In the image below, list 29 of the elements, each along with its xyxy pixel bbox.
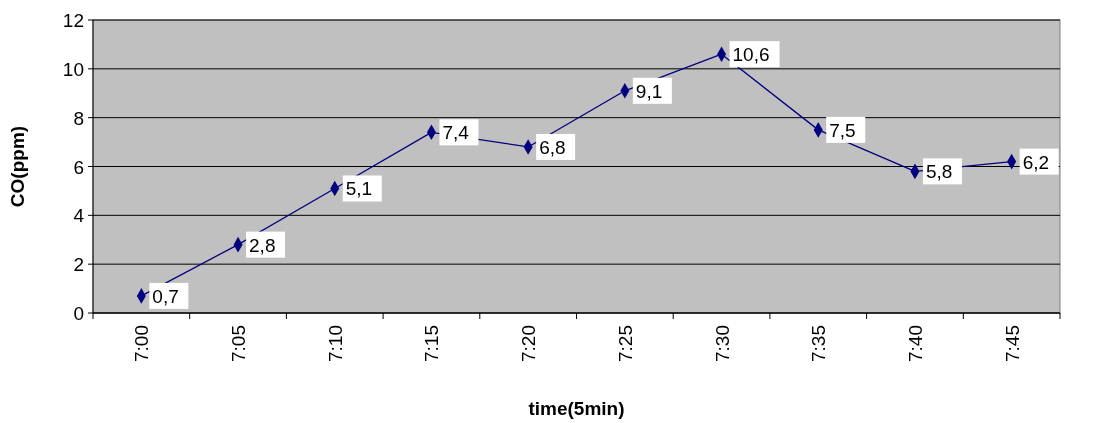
y-tick-label: 4 xyxy=(73,205,85,227)
y-tick-label: 0 xyxy=(73,303,84,324)
y-tick-label: 12 xyxy=(62,10,84,31)
x-tick-label: 7:05 xyxy=(228,325,250,362)
x-tick-label: 7:25 xyxy=(614,325,636,362)
data-label: 7,5 xyxy=(829,119,856,141)
data-label: 5,8 xyxy=(925,161,953,183)
y-tick-label: 10 xyxy=(62,58,84,80)
x-tick-label: 7:20 xyxy=(518,325,540,362)
x-tick-label: 7:35 xyxy=(808,325,830,362)
data-label: 7,4 xyxy=(442,122,470,144)
x-tick-label: 7:10 xyxy=(324,325,346,362)
data-label: 9,1 xyxy=(635,80,663,102)
x-axis-title: time(5min) xyxy=(528,398,625,419)
data-label: 5,1 xyxy=(345,178,373,200)
x-tick-label: 7:00 xyxy=(131,325,153,362)
x-tick-label: 7:40 xyxy=(904,325,926,362)
data-label: 2,8 xyxy=(249,234,276,256)
data-label: 10,6 xyxy=(732,44,770,66)
x-tick-label: 7:45 xyxy=(1001,325,1023,362)
data-label: 0,7 xyxy=(152,285,179,307)
data-label: 6,2 xyxy=(1022,151,1050,173)
data-label: 6,8 xyxy=(539,136,566,158)
x-tick-label: 7:15 xyxy=(421,325,443,362)
y-tick-label: 8 xyxy=(73,107,84,129)
y-tick-label: 2 xyxy=(73,254,84,276)
y-axis-title: CO(ppm) xyxy=(7,125,28,208)
y-tick-label: 6 xyxy=(73,156,84,178)
x-tick-label: 7:30 xyxy=(711,325,733,362)
